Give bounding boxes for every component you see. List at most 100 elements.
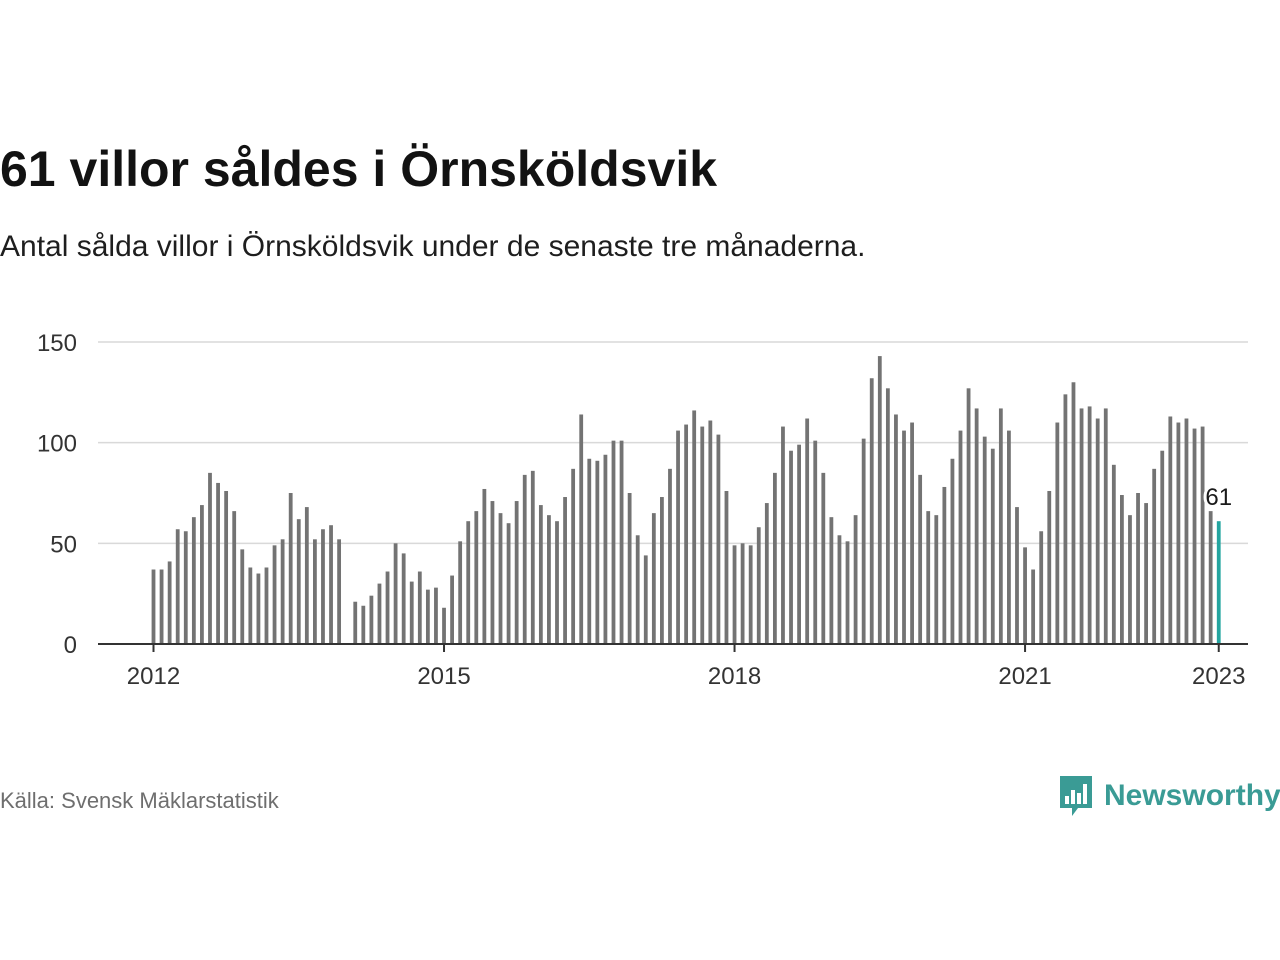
bar	[377, 583, 382, 644]
bar	[288, 493, 293, 644]
bar	[974, 408, 979, 644]
bar	[409, 581, 414, 644]
bar	[643, 555, 648, 644]
bar	[990, 448, 995, 644]
bar	[1200, 426, 1205, 644]
bar	[797, 444, 801, 644]
bar	[732, 545, 737, 644]
bar	[748, 545, 753, 644]
bar	[668, 468, 672, 644]
bar-highlight	[1216, 521, 1221, 644]
bar	[764, 503, 769, 644]
bar	[571, 468, 576, 644]
bar	[740, 543, 745, 644]
bar	[434, 587, 438, 644]
bar	[498, 513, 503, 644]
bar	[1047, 490, 1052, 644]
y-tick-label: 50	[50, 531, 77, 558]
bar	[224, 490, 229, 644]
bar	[458, 541, 463, 644]
bar-chart: 0 50 100 150 2012 2015 2018 2021 2023 61	[37, 330, 1248, 690]
bar	[514, 501, 519, 644]
bar	[417, 571, 422, 644]
bar	[853, 515, 858, 644]
bar	[1176, 422, 1181, 644]
bar	[208, 472, 212, 644]
bar	[1023, 547, 1027, 644]
bar	[676, 430, 680, 644]
bar	[885, 388, 890, 644]
bar	[1111, 464, 1116, 644]
bar	[1087, 406, 1092, 644]
bar	[861, 438, 866, 644]
bar	[805, 418, 810, 644]
bar	[692, 410, 697, 644]
bar	[1039, 531, 1044, 644]
y-tick-label: 150	[37, 330, 77, 357]
bar	[151, 569, 156, 644]
bar	[547, 515, 551, 644]
bar	[660, 497, 664, 644]
bar	[490, 501, 495, 644]
highlight-value-label: 61	[1205, 484, 1232, 511]
bar	[1160, 450, 1165, 644]
bar	[248, 567, 253, 644]
bar	[966, 388, 971, 644]
bar	[837, 535, 842, 644]
bar	[361, 605, 366, 644]
chart-title: 61 villor såldes i Örnsköldsvik	[0, 141, 718, 197]
y-axis-ticks: 0 50 100 150	[37, 330, 77, 659]
bar	[401, 553, 406, 644]
bar	[296, 519, 301, 644]
bar	[1079, 408, 1084, 644]
bar	[256, 573, 261, 644]
bar	[772, 472, 777, 644]
bar	[603, 454, 608, 644]
bar	[337, 539, 342, 644]
bar	[1192, 428, 1197, 644]
bar	[942, 486, 947, 644]
bar	[708, 420, 713, 644]
bar	[716, 434, 721, 644]
bar	[982, 436, 987, 644]
bar	[902, 430, 906, 644]
newsworthy-logo: Newsworthy	[1058, 774, 1280, 818]
y-tick-label: 100	[37, 431, 77, 458]
bar	[1007, 430, 1011, 644]
bar	[1063, 394, 1068, 644]
brand-name: Newsworthy	[1104, 779, 1280, 812]
x-tick-label: 2018	[708, 663, 761, 690]
bar	[474, 511, 479, 644]
bar	[950, 458, 955, 644]
bar	[684, 424, 689, 644]
x-tick-label: 2012	[127, 663, 180, 690]
bar	[587, 458, 592, 644]
bar	[385, 571, 390, 644]
x-tick-label: 2023	[1192, 663, 1245, 690]
bar	[538, 505, 543, 644]
bar	[466, 521, 471, 644]
bar	[579, 414, 584, 644]
bar	[894, 414, 898, 644]
bar	[595, 460, 600, 644]
bar	[321, 529, 325, 644]
bar	[369, 595, 374, 644]
bar	[393, 543, 398, 644]
bar	[700, 426, 705, 644]
bar	[1152, 468, 1157, 644]
bar	[240, 549, 245, 644]
bar	[450, 575, 454, 644]
bar	[563, 497, 567, 644]
bar	[1120, 495, 1124, 644]
bar	[926, 511, 931, 644]
bar	[191, 517, 196, 644]
bar	[813, 440, 818, 644]
bar	[627, 493, 632, 644]
x-tick-label: 2021	[998, 663, 1051, 690]
bar	[845, 541, 850, 644]
newsworthy-logo-icon	[1060, 776, 1092, 816]
bar	[272, 545, 277, 644]
bar	[781, 426, 785, 644]
bar	[958, 430, 963, 644]
bar	[877, 356, 882, 644]
